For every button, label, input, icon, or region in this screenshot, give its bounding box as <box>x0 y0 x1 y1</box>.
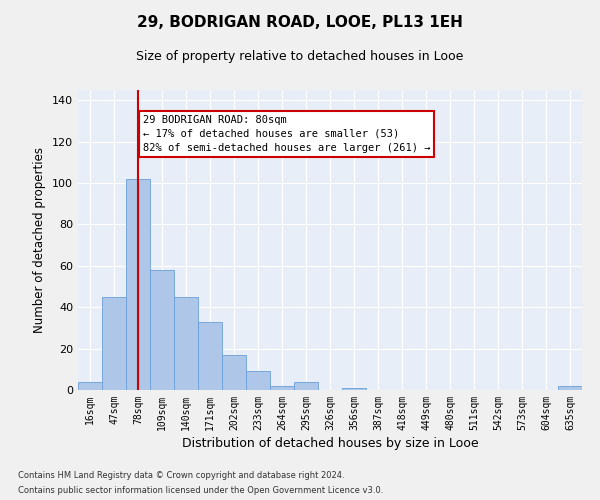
X-axis label: Distribution of detached houses by size in Looe: Distribution of detached houses by size … <box>182 437 478 450</box>
Bar <box>270 386 294 390</box>
Text: 29, BODRIGAN ROAD, LOOE, PL13 1EH: 29, BODRIGAN ROAD, LOOE, PL13 1EH <box>137 15 463 30</box>
Text: 29 BODRIGAN ROAD: 80sqm
← 17% of detached houses are smaller (53)
82% of semi-de: 29 BODRIGAN ROAD: 80sqm ← 17% of detache… <box>143 115 430 153</box>
Bar <box>174 297 198 390</box>
Bar <box>294 382 318 390</box>
Text: Size of property relative to detached houses in Looe: Size of property relative to detached ho… <box>136 50 464 63</box>
Bar <box>78 382 102 390</box>
Bar <box>102 297 126 390</box>
Bar <box>342 388 366 390</box>
Bar <box>198 322 222 390</box>
Bar <box>150 270 174 390</box>
Y-axis label: Number of detached properties: Number of detached properties <box>34 147 46 333</box>
Text: Contains HM Land Registry data © Crown copyright and database right 2024.: Contains HM Land Registry data © Crown c… <box>18 471 344 480</box>
Bar <box>126 179 150 390</box>
Bar <box>222 355 246 390</box>
Bar <box>558 386 582 390</box>
Text: Contains public sector information licensed under the Open Government Licence v3: Contains public sector information licen… <box>18 486 383 495</box>
Bar <box>246 372 270 390</box>
